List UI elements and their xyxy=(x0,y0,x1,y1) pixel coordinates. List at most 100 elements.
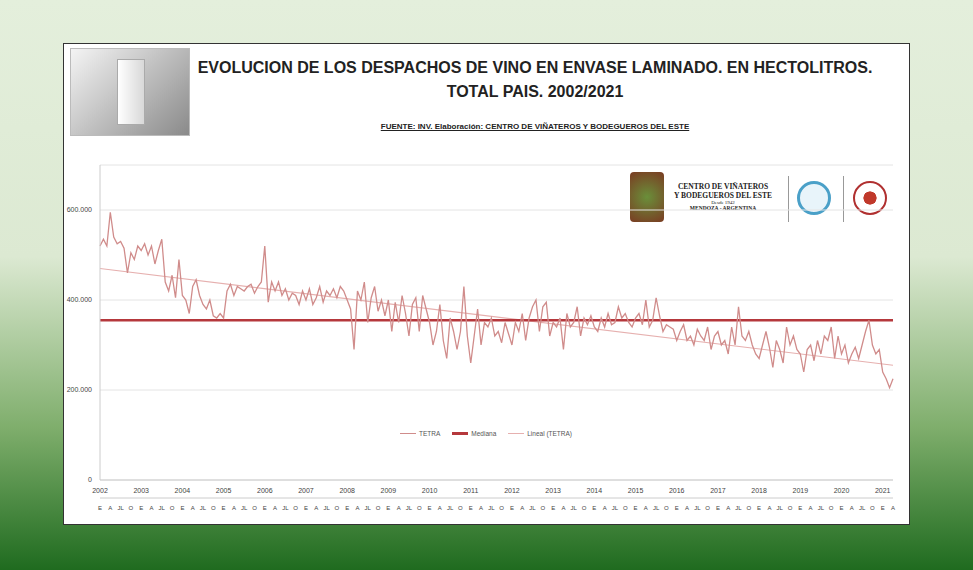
svg-text:E: E xyxy=(469,505,473,511)
svg-text:2003: 2003 xyxy=(133,487,149,494)
svg-text:O: O xyxy=(335,505,340,511)
svg-text:A: A xyxy=(603,505,607,511)
svg-text:A: A xyxy=(891,505,895,511)
svg-text:O: O xyxy=(541,505,546,511)
svg-text:E: E xyxy=(757,505,761,511)
svg-text:O: O xyxy=(211,505,216,511)
svg-text:E: E xyxy=(345,505,349,511)
svg-text:JL: JL xyxy=(323,505,330,511)
svg-text:E: E xyxy=(716,505,720,511)
svg-text:2005: 2005 xyxy=(216,487,232,494)
svg-text:JL: JL xyxy=(282,505,289,511)
svg-text:A: A xyxy=(314,505,318,511)
svg-text:A: A xyxy=(191,505,195,511)
svg-text:600.000: 600.000 xyxy=(67,206,92,213)
svg-text:E: E xyxy=(592,505,596,511)
svg-text:JL: JL xyxy=(653,505,660,511)
svg-text:A: A xyxy=(355,505,359,511)
svg-text:JL: JL xyxy=(859,505,866,511)
svg-text:O: O xyxy=(499,505,504,511)
svg-text:E: E xyxy=(675,505,679,511)
svg-text:O: O xyxy=(129,505,134,511)
svg-text:A: A xyxy=(850,505,854,511)
svg-text:JL: JL xyxy=(488,505,495,511)
svg-text:2016: 2016 xyxy=(669,487,685,494)
svg-text:JL: JL xyxy=(406,505,413,511)
svg-text:JL: JL xyxy=(694,505,701,511)
svg-text:E: E xyxy=(263,505,267,511)
svg-text:2012: 2012 xyxy=(504,487,520,494)
svg-text:E: E xyxy=(304,505,308,511)
svg-text:A: A xyxy=(273,505,277,511)
svg-text:JL: JL xyxy=(777,505,784,511)
svg-text:2006: 2006 xyxy=(257,487,273,494)
svg-text:JL: JL xyxy=(365,505,372,511)
svg-text:2010: 2010 xyxy=(422,487,438,494)
svg-text:400.000: 400.000 xyxy=(67,296,92,303)
svg-text:A: A xyxy=(767,505,771,511)
svg-text:2018: 2018 xyxy=(751,487,767,494)
svg-text:2015: 2015 xyxy=(628,487,644,494)
svg-text:JL: JL xyxy=(200,505,207,511)
svg-text:A: A xyxy=(644,505,648,511)
svg-text:E: E xyxy=(798,505,802,511)
svg-text:2013: 2013 xyxy=(545,487,561,494)
svg-text:A: A xyxy=(149,505,153,511)
svg-text:200.000: 200.000 xyxy=(67,386,92,393)
svg-text:2021: 2021 xyxy=(875,487,891,494)
svg-text:JL: JL xyxy=(241,505,248,511)
svg-text:A: A xyxy=(561,505,565,511)
svg-text:O: O xyxy=(293,505,298,511)
svg-text:A: A xyxy=(809,505,813,511)
svg-text:E: E xyxy=(510,505,514,511)
svg-text:JL: JL xyxy=(571,505,578,511)
svg-text:O: O xyxy=(829,505,834,511)
svg-text:A: A xyxy=(397,505,401,511)
svg-text:A: A xyxy=(479,505,483,511)
svg-text:JL: JL xyxy=(117,505,124,511)
svg-text:A: A xyxy=(438,505,442,511)
svg-text:JL: JL xyxy=(159,505,166,511)
svg-text:JL: JL xyxy=(447,505,454,511)
svg-text:O: O xyxy=(705,505,710,511)
svg-text:E: E xyxy=(551,505,555,511)
svg-text:O: O xyxy=(664,505,669,511)
svg-text:O: O xyxy=(623,505,628,511)
svg-text:A: A xyxy=(726,505,730,511)
svg-text:JL: JL xyxy=(612,505,619,511)
svg-text:E: E xyxy=(222,505,226,511)
svg-text:A: A xyxy=(520,505,524,511)
svg-text:E: E xyxy=(180,505,184,511)
svg-text:E: E xyxy=(139,505,143,511)
svg-text:2017: 2017 xyxy=(710,487,726,494)
svg-text:O: O xyxy=(870,505,875,511)
svg-text:JL: JL xyxy=(529,505,536,511)
svg-text:E: E xyxy=(634,505,638,511)
svg-text:2009: 2009 xyxy=(381,487,397,494)
svg-text:O: O xyxy=(788,505,793,511)
svg-text:0: 0 xyxy=(88,476,92,483)
svg-text:E: E xyxy=(98,505,102,511)
svg-text:2007: 2007 xyxy=(298,487,314,494)
svg-text:E: E xyxy=(881,505,885,511)
svg-text:2008: 2008 xyxy=(339,487,355,494)
svg-text:2014: 2014 xyxy=(587,487,603,494)
svg-text:O: O xyxy=(417,505,422,511)
svg-text:2019: 2019 xyxy=(793,487,809,494)
svg-text:2020: 2020 xyxy=(834,487,850,494)
svg-text:O: O xyxy=(376,505,381,511)
svg-text:E: E xyxy=(428,505,432,511)
svg-text:E: E xyxy=(386,505,390,511)
svg-text:JL: JL xyxy=(735,505,742,511)
svg-text:O: O xyxy=(252,505,257,511)
svg-text:2002: 2002 xyxy=(92,487,108,494)
svg-text:O: O xyxy=(458,505,463,511)
svg-text:O: O xyxy=(582,505,587,511)
svg-text:E: E xyxy=(839,505,843,511)
svg-text:O: O xyxy=(746,505,751,511)
svg-text:2011: 2011 xyxy=(463,487,478,494)
svg-text:A: A xyxy=(108,505,112,511)
svg-text:A: A xyxy=(232,505,236,511)
svg-text:O: O xyxy=(170,505,175,511)
svg-text:A: A xyxy=(685,505,689,511)
